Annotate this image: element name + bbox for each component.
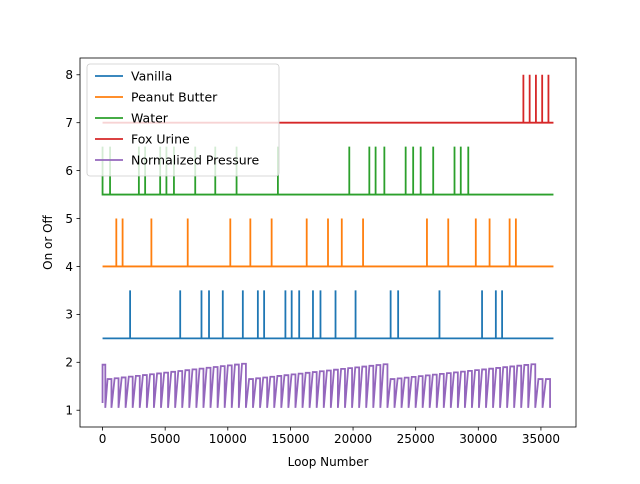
y-tick-label: 3 (65, 308, 73, 322)
y-tick-label: 6 (65, 164, 73, 178)
legend-label-peanut-butter: Peanut Butter (131, 90, 218, 105)
legend-label-fox-urine: Fox Urine (131, 132, 190, 147)
x-tick-label: 0 (99, 432, 107, 446)
x-tick-label: 5000 (150, 432, 181, 446)
x-tick-label: 20000 (334, 432, 372, 446)
y-tick-label: 5 (65, 212, 73, 226)
series-line-normalized-pressure (101, 362, 551, 408)
series-line-peanut-butter (102, 218, 554, 268)
legend-box (86, 63, 280, 177)
y-axis: 1 2 3 4 5 6 7 8 (65, 68, 80, 418)
legend-label-vanilla: Vanilla (131, 69, 172, 84)
x-tick-label: 35000 (522, 432, 560, 446)
series-line-water (101, 146, 554, 196)
y-tick-label: 1 (65, 404, 73, 418)
y-tick-label: 7 (65, 116, 73, 130)
x-axis-label: Loop Number (288, 455, 369, 469)
x-tick-label: 10000 (209, 432, 247, 446)
x-tick-label: 25000 (397, 432, 435, 446)
legend-label-normalized-pressure: Normalized Pressure (131, 153, 260, 168)
y-tick-label: 8 (65, 68, 73, 82)
x-tick-label: 30000 (459, 432, 497, 446)
x-axis: 0 5000 10000 15000 20000 25000 30000 35000 (99, 427, 560, 446)
legend-label-water: Water (131, 111, 169, 126)
series-group (101, 74, 554, 408)
x-tick-label: 15000 (271, 432, 309, 446)
legend: Vanilla Peanut Butter Water Fox Urine Normal… (86, 63, 280, 177)
y-axis-label: On or Off (41, 214, 55, 269)
plot-frame (79, 57, 577, 428)
y-tick-label: 4 (65, 260, 73, 274)
y-tick-label: 2 (65, 356, 73, 370)
series-line-vanilla (102, 290, 554, 340)
series-line-fox-urine (102, 74, 554, 124)
